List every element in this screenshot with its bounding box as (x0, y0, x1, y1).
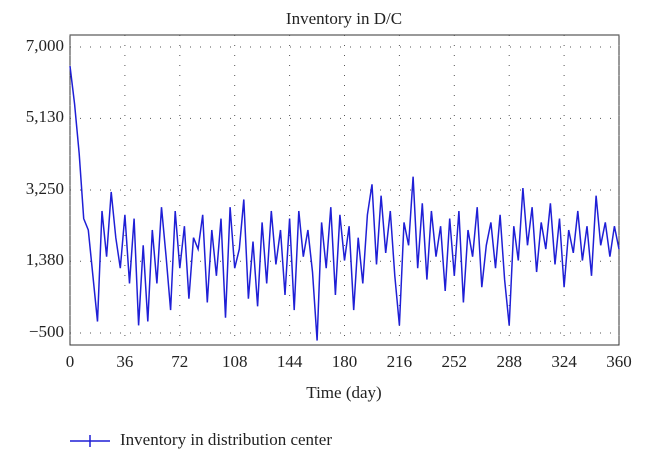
y-tick-label: 1,380 (26, 250, 64, 269)
x-tick-label: 180 (332, 352, 358, 371)
legend-label: Inventory in distribution center (120, 430, 332, 449)
y-tick-label: −500 (29, 322, 64, 341)
x-tick-label: 288 (496, 352, 522, 371)
x-tick-label: 72 (171, 352, 188, 371)
x-tick-label: 0 (66, 352, 75, 371)
y-tick-label: 7,000 (26, 36, 64, 55)
chart-title: Inventory in D/C (286, 9, 402, 28)
series-line (69, 66, 620, 341)
x-tick-label: 36 (116, 352, 133, 371)
x-tick-label: 108 (222, 352, 248, 371)
x-tick-label: 360 (606, 352, 632, 371)
y-tick-label: 3,250 (26, 179, 64, 198)
x-tick-label: 216 (387, 352, 413, 371)
x-tick-label: 144 (277, 352, 303, 371)
x-tick-label: 324 (551, 352, 577, 371)
x-axis-label: Time (day) (306, 383, 381, 402)
y-tick-label: 5,130 (26, 107, 64, 126)
x-tick-label: 252 (442, 352, 468, 371)
plot-frame (69, 34, 620, 346)
